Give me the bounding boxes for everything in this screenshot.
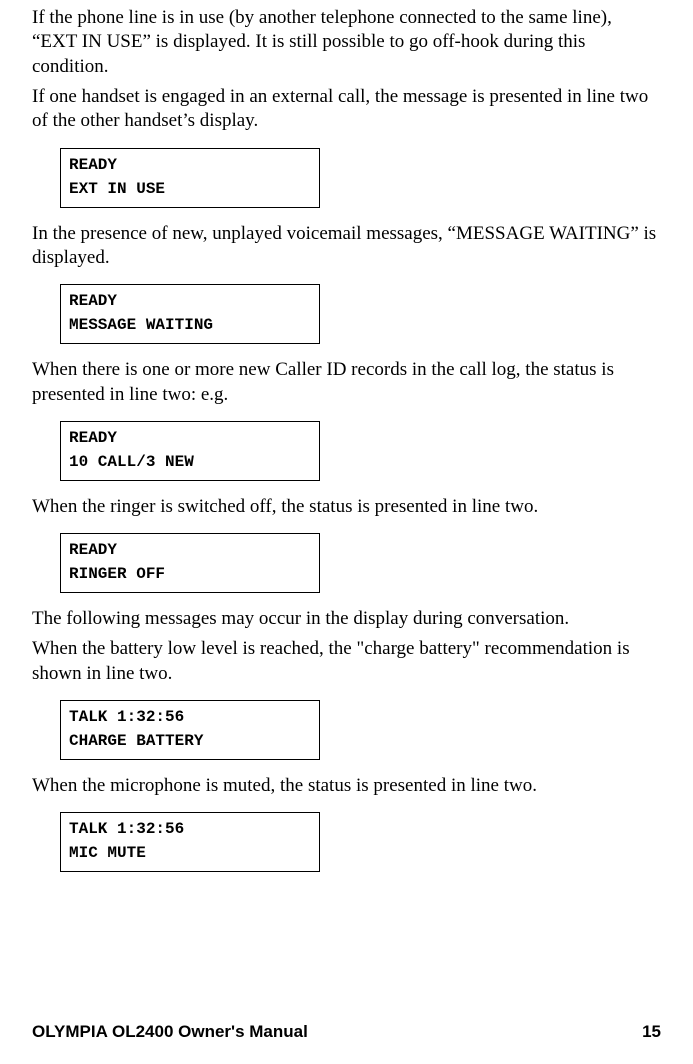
- lcd-line-1: READY: [69, 538, 311, 562]
- lcd-line-1: TALK 1:32:56: [69, 817, 311, 841]
- lcd-display-box: READY RINGER OFF: [60, 533, 320, 593]
- footer-product: OLYMPIA OL2400 Owner's Manual: [32, 1022, 308, 1042]
- lcd-line-2: CHARGE BATTERY: [69, 729, 311, 753]
- lcd-display-box: TALK 1:32:56 MIC MUTE: [60, 812, 320, 872]
- paragraph: The following messages may occur in the …: [32, 607, 661, 631]
- lcd-display-box: READY EXT IN USE: [60, 148, 320, 208]
- lcd-line-2: 10 CALL/3 NEW: [69, 450, 311, 474]
- paragraph: When the microphone is muted, the status…: [32, 774, 661, 798]
- lcd-display-box: READY 10 CALL/3 NEW: [60, 421, 320, 481]
- lcd-line-1: READY: [69, 426, 311, 450]
- page: If the phone line is in use (by another …: [0, 6, 693, 1064]
- footer-page-number: 15: [642, 1022, 661, 1042]
- paragraph: When the battery low level is reached, t…: [32, 637, 661, 686]
- lcd-line-2: MIC MUTE: [69, 841, 311, 865]
- lcd-line-1: READY: [69, 153, 311, 177]
- paragraph: When there is one or more new Caller ID …: [32, 358, 661, 407]
- page-footer: OLYMPIA OL2400 Owner's Manual 15: [32, 1022, 661, 1042]
- paragraph: If one handset is engaged in an external…: [32, 85, 661, 134]
- lcd-line-2: EXT IN USE: [69, 177, 311, 201]
- paragraph: When the ringer is switched off, the sta…: [32, 495, 661, 519]
- lcd-display-box: READY MESSAGE WAITING: [60, 284, 320, 344]
- paragraph: If the phone line is in use (by another …: [32, 6, 661, 79]
- lcd-line-2: MESSAGE WAITING: [69, 313, 311, 337]
- lcd-line-1: TALK 1:32:56: [69, 705, 311, 729]
- paragraph: In the presence of new, unplayed voicema…: [32, 222, 661, 271]
- lcd-display-box: TALK 1:32:56 CHARGE BATTERY: [60, 700, 320, 760]
- lcd-line-1: READY: [69, 289, 311, 313]
- lcd-line-2: RINGER OFF: [69, 562, 311, 586]
